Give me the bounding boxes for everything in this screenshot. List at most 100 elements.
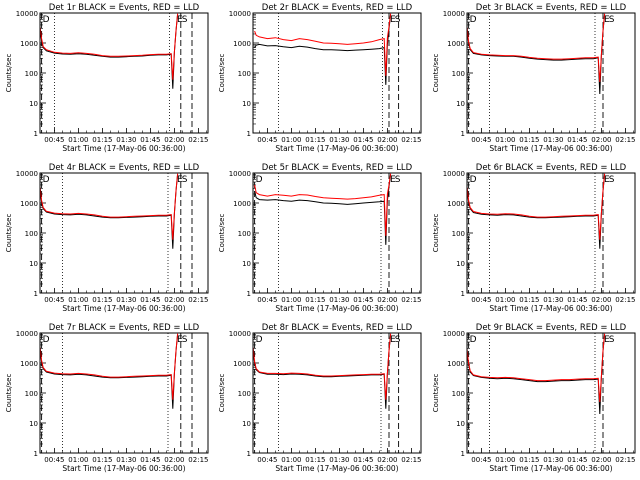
series-line-lld [466, 13, 606, 83]
x-tick-label: 00:45 [257, 456, 277, 464]
y-tick-label: 10 [242, 420, 251, 428]
series-line-events [466, 14, 606, 95]
y-tick-label: 10 [242, 260, 251, 268]
x-axis-label: Start Time (17-May-06 00:36:00) [62, 464, 185, 473]
y-tick-label: 1000 [447, 200, 465, 208]
x-tick-label: 00:45 [471, 136, 491, 144]
y-tick-label: 10 [456, 420, 465, 428]
y-tick-label: 1000 [233, 200, 251, 208]
x-tick-label: 01:30 [543, 456, 563, 464]
y-tick-label: 100 [238, 230, 251, 238]
x-tick-label: 01:30 [116, 296, 136, 304]
marker-label-e: E [604, 175, 610, 185]
y-tick-label: 1 [34, 450, 38, 458]
y-tick-label: 100 [452, 230, 465, 238]
panel-4: Det 4r BLACK = Events, RED = LLD 1 10 100 10… [5, 163, 209, 313]
x-tick-label: 01:00 [68, 296, 88, 304]
panel-title: Det 2r BLACK = Events, RED = LLD [262, 3, 413, 13]
y-tick-label: 10 [29, 100, 38, 108]
x-axis-label: Start Time (17-May-06 00:36:00) [62, 304, 185, 313]
y-tick-label: 10000 [16, 10, 38, 18]
x-tick-label: 00:45 [471, 456, 491, 464]
y-axis-label: Counts/sec [5, 54, 13, 93]
x-tick-label: 01:15 [305, 456, 325, 464]
x-tick-label: 01:45 [140, 136, 160, 144]
y-axis-label: Counts/sec [5, 214, 13, 253]
x-axis-label: Start Time (17-May-06 00:36:00) [489, 304, 612, 313]
y-tick-label: 10 [29, 260, 38, 268]
marker-label-d: D [43, 175, 50, 185]
y-tick-label: 10 [456, 100, 465, 108]
y-tick-label: 10000 [443, 330, 465, 338]
x-tick-label: 01:30 [116, 136, 136, 144]
x-tick-label: 00:45 [44, 296, 64, 304]
marker-label-s: S [182, 175, 188, 185]
series-line-events [39, 174, 179, 249]
x-tick-label: 01:45 [140, 456, 160, 464]
x-tick-label: 00:45 [44, 456, 64, 464]
x-tick-label: 01:00 [495, 136, 515, 144]
x-tick-label: 02:15 [615, 456, 635, 464]
y-tick-label: 1000 [20, 40, 38, 48]
y-tick-label: 10000 [229, 170, 251, 178]
marker-label-d: D [470, 15, 477, 25]
y-axis-label: Counts/sec [218, 54, 226, 93]
panel-8: Det 8r BLACK = Events, RED = LLD 1 10 100 10… [218, 323, 422, 473]
axes-frame [252, 332, 422, 454]
series-line-lld [466, 173, 606, 240]
x-axis-label: Start Time (17-May-06 00:36:00) [489, 464, 612, 473]
y-tick-label: 1 [247, 290, 251, 298]
x-tick-label: 01:00 [281, 296, 301, 304]
x-tick-label: 02:15 [188, 456, 208, 464]
x-tick-label: 01:00 [281, 136, 301, 144]
x-tick-label: 01:45 [567, 456, 587, 464]
y-tick-label: 1 [461, 450, 465, 458]
marker-label-e: E [177, 15, 183, 25]
x-tick-label: 01:15 [519, 296, 539, 304]
x-tick-label: 02:00 [377, 296, 397, 304]
x-tick-label: 01:15 [92, 136, 112, 144]
y-tick-label: 100 [25, 390, 38, 398]
panel-title: Det 4r BLACK = Events, RED = LLD [49, 163, 200, 173]
x-tick-label: 02:00 [377, 136, 397, 144]
series-line-lld [254, 13, 392, 76]
axes-frame [252, 172, 422, 294]
y-tick-label: 100 [238, 70, 251, 78]
x-tick-label: 00:45 [44, 136, 64, 144]
y-axis-label: Counts/sec [218, 214, 226, 253]
panel-title: Det 1r BLACK = Events, RED = LLD [49, 3, 200, 13]
series-line-events [39, 14, 179, 89]
x-tick-label: 00:45 [471, 296, 491, 304]
axes-frame [39, 172, 209, 294]
x-axis-label: Start Time (17-May-06 00:36:00) [275, 464, 398, 473]
x-tick-label: 01:00 [495, 456, 515, 464]
y-tick-label: 1000 [20, 200, 38, 208]
x-tick-label: 01:30 [329, 456, 349, 464]
x-tick-label: 02:15 [401, 136, 421, 144]
y-tick-label: 1 [34, 130, 38, 138]
y-axis-label: Counts/sec [5, 374, 13, 413]
marker-label-d: D [43, 335, 50, 345]
x-axis-label: Start Time (17-May-06 00:36:00) [489, 144, 612, 153]
x-axis-label: Start Time (17-May-06 00:36:00) [62, 144, 185, 153]
x-tick-label: 01:45 [567, 296, 587, 304]
panel-9: Det 9r BLACK = Events, RED = LLD 1 10 100 10… [432, 323, 636, 473]
marker-label-e: E [177, 335, 183, 345]
x-tick-label: 02:00 [591, 136, 611, 144]
axes-frame [39, 332, 209, 454]
x-tick-label: 01:45 [353, 456, 373, 464]
marker-label-e: E [390, 175, 396, 185]
marker-label-s: S [182, 335, 188, 345]
marker-label-s: S [395, 335, 401, 345]
x-tick-label: 01:15 [305, 136, 325, 144]
x-tick-label: 02:15 [188, 136, 208, 144]
y-tick-label: 1 [34, 290, 38, 298]
x-tick-label: 02:15 [401, 296, 421, 304]
marker-label-e: E [604, 15, 610, 25]
y-tick-label: 1 [461, 130, 465, 138]
x-tick-label: 02:15 [615, 296, 635, 304]
x-tick-label: 01:00 [495, 296, 515, 304]
x-tick-label: 01:15 [92, 296, 112, 304]
x-axis-label: Start Time (17-May-06 00:36:00) [275, 304, 398, 313]
